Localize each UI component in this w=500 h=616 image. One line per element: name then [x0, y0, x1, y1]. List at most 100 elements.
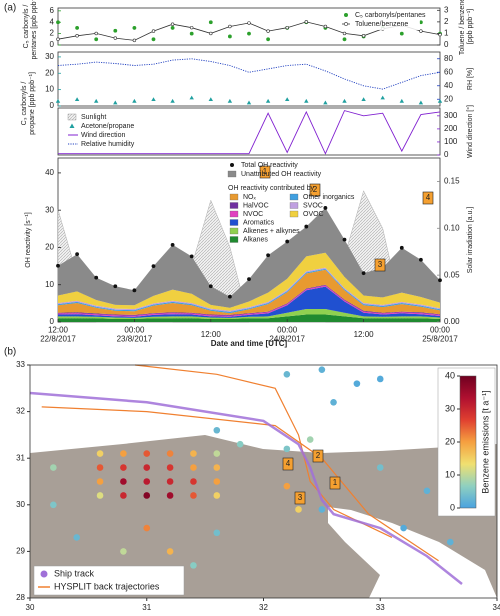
map-base: [30, 365, 497, 598]
marker: [94, 37, 99, 42]
emission-point: [190, 478, 197, 485]
annotation: 1: [333, 478, 338, 487]
marker: [189, 95, 194, 100]
marker: [227, 98, 233, 103]
legend-swatch: [229, 202, 239, 209]
legend-label: Total OH reactivity: [241, 162, 298, 169]
axis-title: C₃ carbonyls /propane [ppb ppb⁻¹]: [21, 72, 36, 135]
marker: [266, 253, 271, 258]
emission-point: [330, 398, 337, 406]
marker: [285, 97, 290, 102]
legend-label: Ship track: [54, 568, 95, 578]
colorbar-tick-label: 10: [445, 469, 455, 479]
panel-label: (a): [4, 3, 16, 14]
x-tick-label: 00:00 24/8/2017: [269, 326, 305, 344]
marker: [74, 97, 80, 102]
annotation-box: [329, 476, 341, 490]
annotation: 2: [313, 185, 318, 194]
emission-point: [73, 534, 80, 541]
legend-label: Toluene/benzene: [355, 21, 408, 28]
annotation-box: [422, 191, 434, 205]
ship-track: [29, 391, 463, 585]
marker: [399, 98, 404, 103]
marker: [323, 24, 328, 29]
tick-label: 0.10: [444, 223, 460, 232]
legend-swatch: [344, 22, 348, 26]
marker: [361, 97, 366, 102]
emission-point: [306, 436, 314, 443]
marker: [342, 237, 347, 242]
colorbar: [459, 375, 477, 509]
tick-label: 0: [50, 40, 55, 49]
marker: [208, 20, 213, 25]
legend-swatch: [344, 13, 348, 17]
legend-swatch: [229, 236, 239, 243]
marker: [189, 31, 194, 36]
marker: [419, 29, 423, 33]
emission-point: [213, 492, 221, 499]
legend-swatch: [40, 570, 48, 578]
emission-point: [190, 492, 197, 499]
annotation: 1: [263, 167, 268, 176]
legend-label: C₅ carbonyls/pentanes: [355, 12, 426, 19]
emission-point: [423, 487, 431, 495]
x-tick-label: 12:00 22/8/2017: [40, 326, 76, 344]
emission-point: [190, 450, 197, 457]
axis-title: OH reactivity [s⁻¹]: [25, 212, 32, 267]
legend-label: Relative humidity: [81, 141, 135, 148]
emission-point: [120, 450, 127, 457]
stack-area: [58, 286, 440, 318]
legend-box: [33, 565, 185, 596]
emission-point: [318, 506, 326, 513]
marker: [113, 36, 118, 40]
stack-area: [58, 314, 440, 322]
marker: [323, 206, 328, 210]
annotation: 3: [378, 260, 383, 269]
emission-point: [447, 538, 454, 546]
legend-label: NVOC: [243, 211, 263, 218]
y-tick-label: 30: [16, 500, 25, 509]
emission-point: [143, 478, 151, 485]
marker: [228, 24, 232, 29]
tick-label: 20: [45, 68, 54, 77]
marker: [208, 97, 213, 102]
marker: [399, 31, 404, 36]
x-tick-label: 30: [26, 603, 35, 612]
legend-swatch: [289, 193, 299, 201]
marker: [113, 100, 118, 105]
x-axis-title: Date and time [UTC]: [211, 339, 288, 348]
trajectory: [41, 406, 439, 562]
legend-label: Alkanes: [243, 236, 268, 243]
tick-label: 0.05: [444, 270, 460, 279]
emission-point: [120, 492, 127, 499]
emission-point: [50, 501, 57, 509]
emission-point: [190, 464, 197, 471]
emission-point: [50, 464, 57, 471]
emission-point: [213, 426, 221, 434]
annotation: 4: [286, 459, 291, 468]
marker: [342, 31, 347, 36]
emission-point: [166, 548, 174, 555]
legend-swatch: [229, 219, 239, 226]
marker: [438, 278, 442, 283]
annotation-box: [259, 165, 271, 179]
axis-title: Solar irradiation [a.u.]: [467, 207, 474, 274]
tick-label: 20: [45, 243, 54, 252]
marker: [304, 224, 309, 229]
legend-label: Wind direction: [81, 132, 125, 139]
emission-point: [190, 562, 197, 569]
stack-area: [58, 252, 440, 311]
marker: [227, 294, 232, 299]
marker: [247, 277, 251, 282]
tick-label: 2: [444, 17, 449, 26]
emission-point: [236, 440, 244, 448]
marker: [342, 37, 347, 42]
marker: [170, 98, 175, 103]
emission-point: [166, 478, 174, 485]
y-tick-label: 28: [16, 593, 25, 602]
marker: [418, 100, 424, 105]
panel-label: (b): [4, 347, 16, 358]
marker: [323, 100, 328, 105]
y-tick-label: 29: [16, 547, 25, 556]
